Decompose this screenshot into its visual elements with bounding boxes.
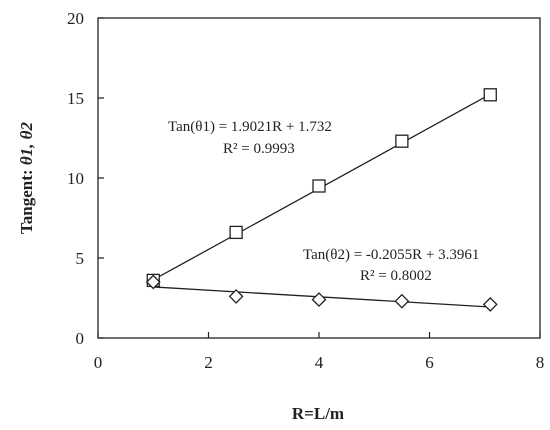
y-tick-label: 5 <box>76 249 85 268</box>
y-axis-title-symbols: θ1, θ2 <box>17 122 36 166</box>
axis-ticks <box>97 17 541 339</box>
plot-frame <box>97 17 541 339</box>
series-1-square-marker <box>229 225 243 240</box>
series-2-equation: Tan(θ2) = -0.2055R + 3.3961 <box>303 247 479 263</box>
y-tick-label: 20 <box>67 9 84 28</box>
y-axis-title: Tangent: θ1, θ2 <box>17 122 36 234</box>
y-tick-label: 0 <box>76 329 85 348</box>
series-2-diamond-marker <box>228 288 244 304</box>
series-1-square-marker <box>483 88 497 102</box>
data-markers <box>145 88 498 312</box>
y-axis-title-text: Tangent: <box>17 165 36 234</box>
y-tick-label: 15 <box>67 89 84 108</box>
tick-labels: 0 2 4 6 8 0 5 10 15 20 <box>67 9 544 372</box>
series-1-equation: Tan(θ1) = 1.9021R + 1.732 <box>168 119 332 135</box>
series-2-r2: R² = 0.8002 <box>360 268 432 284</box>
series-1-square-marker <box>395 134 409 148</box>
x-axis-title: R=L/m <box>292 404 344 423</box>
x-tick-label: 2 <box>204 353 213 372</box>
series-2-diamond-marker <box>394 293 410 309</box>
series-2-diamond-marker <box>482 296 498 312</box>
series-2-diamond-marker <box>145 274 161 290</box>
series-2-diamond-marker <box>311 292 327 308</box>
x-tick-label: 8 <box>536 353 545 372</box>
series-1-r2: R² = 0.9993 <box>223 141 295 157</box>
series-1-square-marker <box>312 179 326 193</box>
x-tick-label: 4 <box>315 353 324 372</box>
y-tick-label: 10 <box>67 169 84 188</box>
plot-area-border <box>97 17 541 339</box>
x-tick-label: 0 <box>94 353 103 372</box>
x-tick-label: 6 <box>425 353 434 372</box>
